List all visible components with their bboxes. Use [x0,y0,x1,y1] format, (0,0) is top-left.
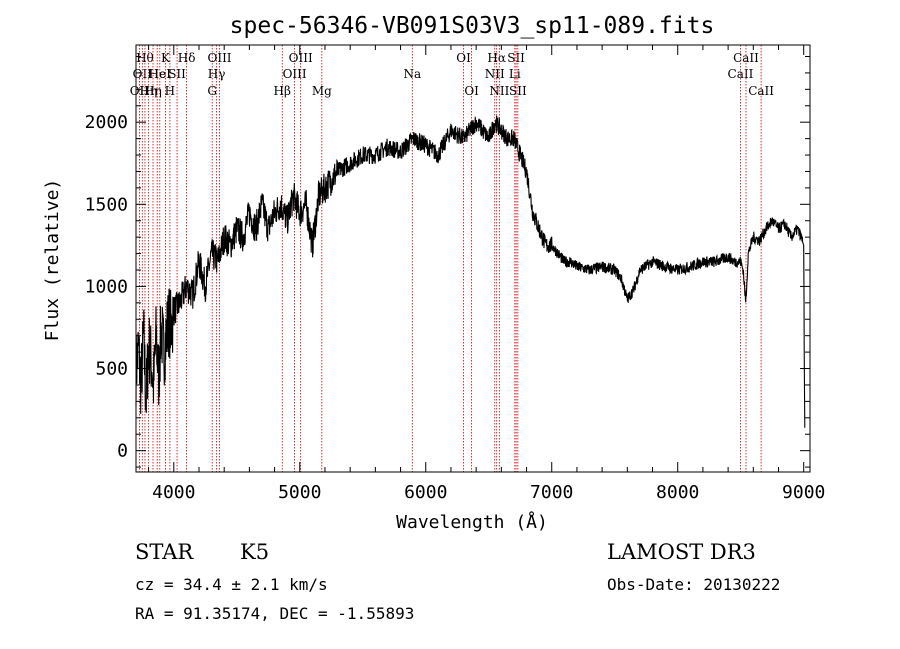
line-label-27: CaII [728,67,754,81]
line-label-23: NII [489,84,509,98]
redshift-readout: cz = 34.4 ± 2.1 km/s [135,575,328,594]
line-label-13: OIII [207,51,231,65]
line-label-16: OIII [289,51,313,65]
line-label-0: OII [130,84,150,98]
x-tick-label-8000: 8000 [656,482,699,503]
y-tick-label-1000: 1000 [85,276,128,297]
plot-axes: 4000 5000 6000 7000 8000 9000 0 500 1000 1500 2000 [85,44,825,503]
x-tick-label-4000: 4000 [152,482,195,503]
survey-name: LAMOST DR3 [607,540,756,564]
chart-title: spec-56346-VB091S03V3_sp11-089.fits [230,13,715,39]
x-axis-label: Wavelength (Å) [396,511,548,533]
line-label-17: Mg [312,84,332,98]
x-tick-label-6000: 6000 [404,482,447,503]
line-label-5: He [148,67,166,81]
x-tick-label-5000: 5000 [278,482,321,503]
line-label-28: CaII [733,51,759,65]
y-tick-label-0: 0 [117,441,128,462]
line-label-12: Hγ [208,67,226,81]
line-label-25: SII [507,51,525,65]
x-tick-label-9000: 9000 [782,482,825,503]
y-tick-label-500: 500 [95,359,128,380]
line-label-24: Li [509,67,521,81]
line-label-7: K [161,51,171,65]
object-type: STAR [135,540,194,564]
observation-date: Obs-Date: 20130222 [607,575,781,594]
flux-series-line [135,115,806,428]
line-label-9: SII [168,67,186,81]
y-tick-label-2000: 2000 [85,112,128,133]
spectral-subclass: K5 [240,540,270,564]
line-label-8: H [165,84,175,98]
line-label-1: OII [133,67,153,81]
line-label-21: NII [485,67,505,81]
line-label-2: Hθ [136,51,154,65]
plot-frame [135,44,811,473]
line-label-10: Hδ [178,51,196,65]
coordinates-readout: RA = 91.35174, DEC = -1.55893 [135,604,415,623]
line-label-14: Hβ [274,84,291,98]
line-label-26: SII [509,84,527,98]
y-tick-label-1500: 1500 [85,194,128,215]
line-label-29: CaII [748,84,774,98]
x-tick-label-7000: 7000 [530,482,573,503]
line-label-4: Hη [144,84,162,98]
line-label-11: G [207,84,217,98]
line-label-18: Na [403,67,421,81]
emission-line-markers: OIIOIIHθHηHηHeHeIKHSIIHδGHγOIIIHβOIIIOII… [130,45,774,472]
line-label-20: OI [464,84,479,98]
line-label-22: Hα [487,51,506,65]
line-label-19: OI [456,51,471,65]
y-axis-label: Flux (relative) [42,179,63,342]
line-label-15: OIII [283,67,307,81]
